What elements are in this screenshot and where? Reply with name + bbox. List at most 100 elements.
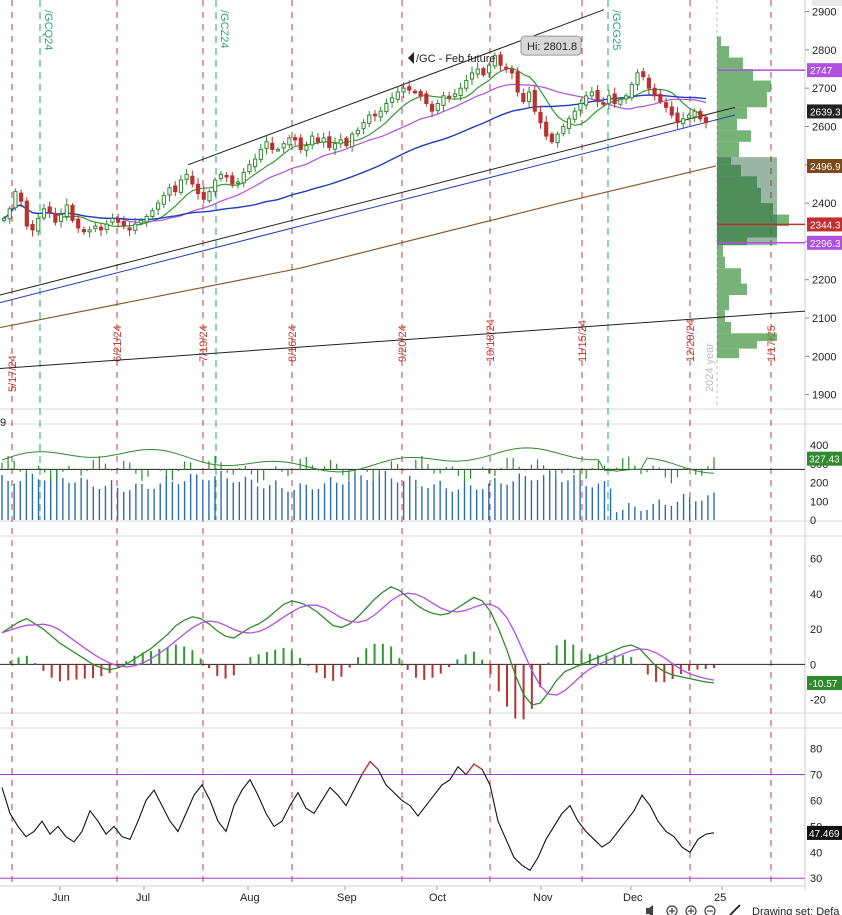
profile-bar: [717, 69, 753, 81]
candle-body: [173, 185, 178, 193]
candle-body: [686, 114, 691, 119]
candle-body: [350, 133, 355, 148]
candle-body: [281, 143, 286, 149]
candle-body: [327, 136, 332, 149]
candle-body: [703, 117, 709, 124]
candle-body: [458, 87, 463, 96]
candle-body: [195, 183, 201, 195]
candle-body: [361, 122, 366, 129]
candle-body: [190, 175, 195, 185]
high-label: Hi: 2801.8: [527, 41, 577, 53]
event-lines: 5/17/24 6/21/24 7/19/24 8/16/24 9/20/24 10/18…: [7, 0, 778, 886]
volume-panel: 01002003004009327.43: [0, 417, 842, 527]
speaker-icon[interactable]: [646, 905, 653, 915]
candle-body: [498, 54, 503, 66]
profile-bar: [717, 141, 739, 158]
panel-backgrounds: [0, 0, 842, 890]
drawing-set-label[interactable]: Drawing set: Defa: [752, 906, 840, 915]
panel-gap: [0, 713, 842, 728]
candle-body: [538, 111, 543, 124]
price-tick-label: 2800: [812, 45, 836, 57]
event-date-label: 7/19/24: [198, 325, 210, 362]
price-tick-label: 2200: [812, 275, 836, 287]
candle-body: [298, 137, 303, 150]
candle-body: [156, 202, 161, 210]
candle-body: [87, 229, 92, 233]
candle-body: [304, 145, 309, 151]
price-tag: [807, 104, 842, 119]
profile-bar: [717, 203, 773, 215]
moving-average-line: [0, 165, 717, 329]
rsi-overbought-segment: [473, 763, 483, 770]
event-date-label: 5/17/24: [7, 355, 19, 392]
price-tags: 2747 2639.3 2496.9 2344.3 2296.3: [807, 63, 842, 250]
candle-body: [24, 200, 29, 227]
value-area: [717, 157, 777, 246]
event-date-label: 9/20/24: [397, 325, 409, 362]
candle-body: [441, 95, 446, 106]
volume-tag: [807, 451, 842, 466]
moving-average-line: [3, 94, 707, 221]
candle-body: [606, 95, 612, 104]
candle-body: [292, 137, 298, 141]
profile-bar: [717, 214, 789, 227]
rsi-tick-label: 60: [810, 795, 822, 807]
candle-body: [698, 111, 703, 120]
candle-body: [110, 217, 115, 223]
macd-tick-label: -20: [810, 695, 826, 707]
price-tag-label: 2747: [810, 66, 833, 77]
bottom-toolbar: Drawing set: Defa: [646, 904, 840, 915]
trend-line-lower: [0, 106, 736, 296]
volume-average-line: [1, 447, 715, 474]
candle-body: [635, 72, 640, 86]
candle-body: [355, 129, 360, 135]
candle-body: [412, 90, 418, 94]
candle-body: [555, 133, 560, 144]
profile-bar: [717, 340, 757, 349]
rsi-tick-label: 80: [810, 744, 822, 756]
candle-body: [544, 121, 549, 137]
moving-average-line: [3, 67, 707, 227]
candle-body: [230, 175, 235, 185]
profile-bar: [717, 107, 747, 119]
candle-body: [669, 106, 674, 116]
candle-body: [58, 214, 64, 222]
price-tick-label: 2700: [812, 83, 836, 95]
price-tag: [807, 63, 842, 78]
price-tag: [807, 217, 842, 232]
trend-line-support: [0, 310, 806, 370]
zoom-in-icon[interactable]: [666, 905, 678, 915]
candle-body: [378, 110, 383, 118]
candle-body: [116, 218, 121, 223]
macd-tick-label: 20: [810, 624, 822, 636]
candle-body: [36, 217, 41, 232]
profile-bar: [717, 268, 741, 284]
volume-tick-label: 200: [810, 478, 828, 490]
candle-body: [692, 110, 697, 118]
candle-body: [76, 218, 81, 229]
profile-bar: [717, 92, 767, 108]
profile-bar: [717, 237, 747, 246]
candle-body: [572, 110, 577, 120]
pencil-icon[interactable]: [729, 904, 741, 915]
roll-label: /GCG25: [610, 10, 622, 50]
candle-body: [161, 194, 166, 205]
candle-body: [98, 226, 104, 231]
event-date-label: 10/18/24: [485, 319, 497, 362]
candle-body: [612, 93, 617, 105]
candle-body: [321, 137, 326, 143]
candle-body: [53, 212, 58, 223]
price-tick-label: 2100: [812, 313, 836, 325]
x-axis-label: Jun: [52, 892, 70, 904]
zoom-out-icon[interactable]: [704, 905, 716, 915]
candle-body: [275, 148, 281, 152]
volume-tag-label: 327.43: [809, 455, 840, 466]
candle-body: [395, 91, 400, 100]
zoom-reset-icon[interactable]: [685, 905, 697, 915]
x-axis-label: Dec: [623, 892, 643, 904]
profile-bar: [717, 321, 731, 334]
candle-body: [515, 71, 520, 93]
profile-bar: [717, 36, 721, 47]
x-axis-label: Sep: [337, 892, 357, 904]
trend-line-upper: [187, 9, 605, 166]
